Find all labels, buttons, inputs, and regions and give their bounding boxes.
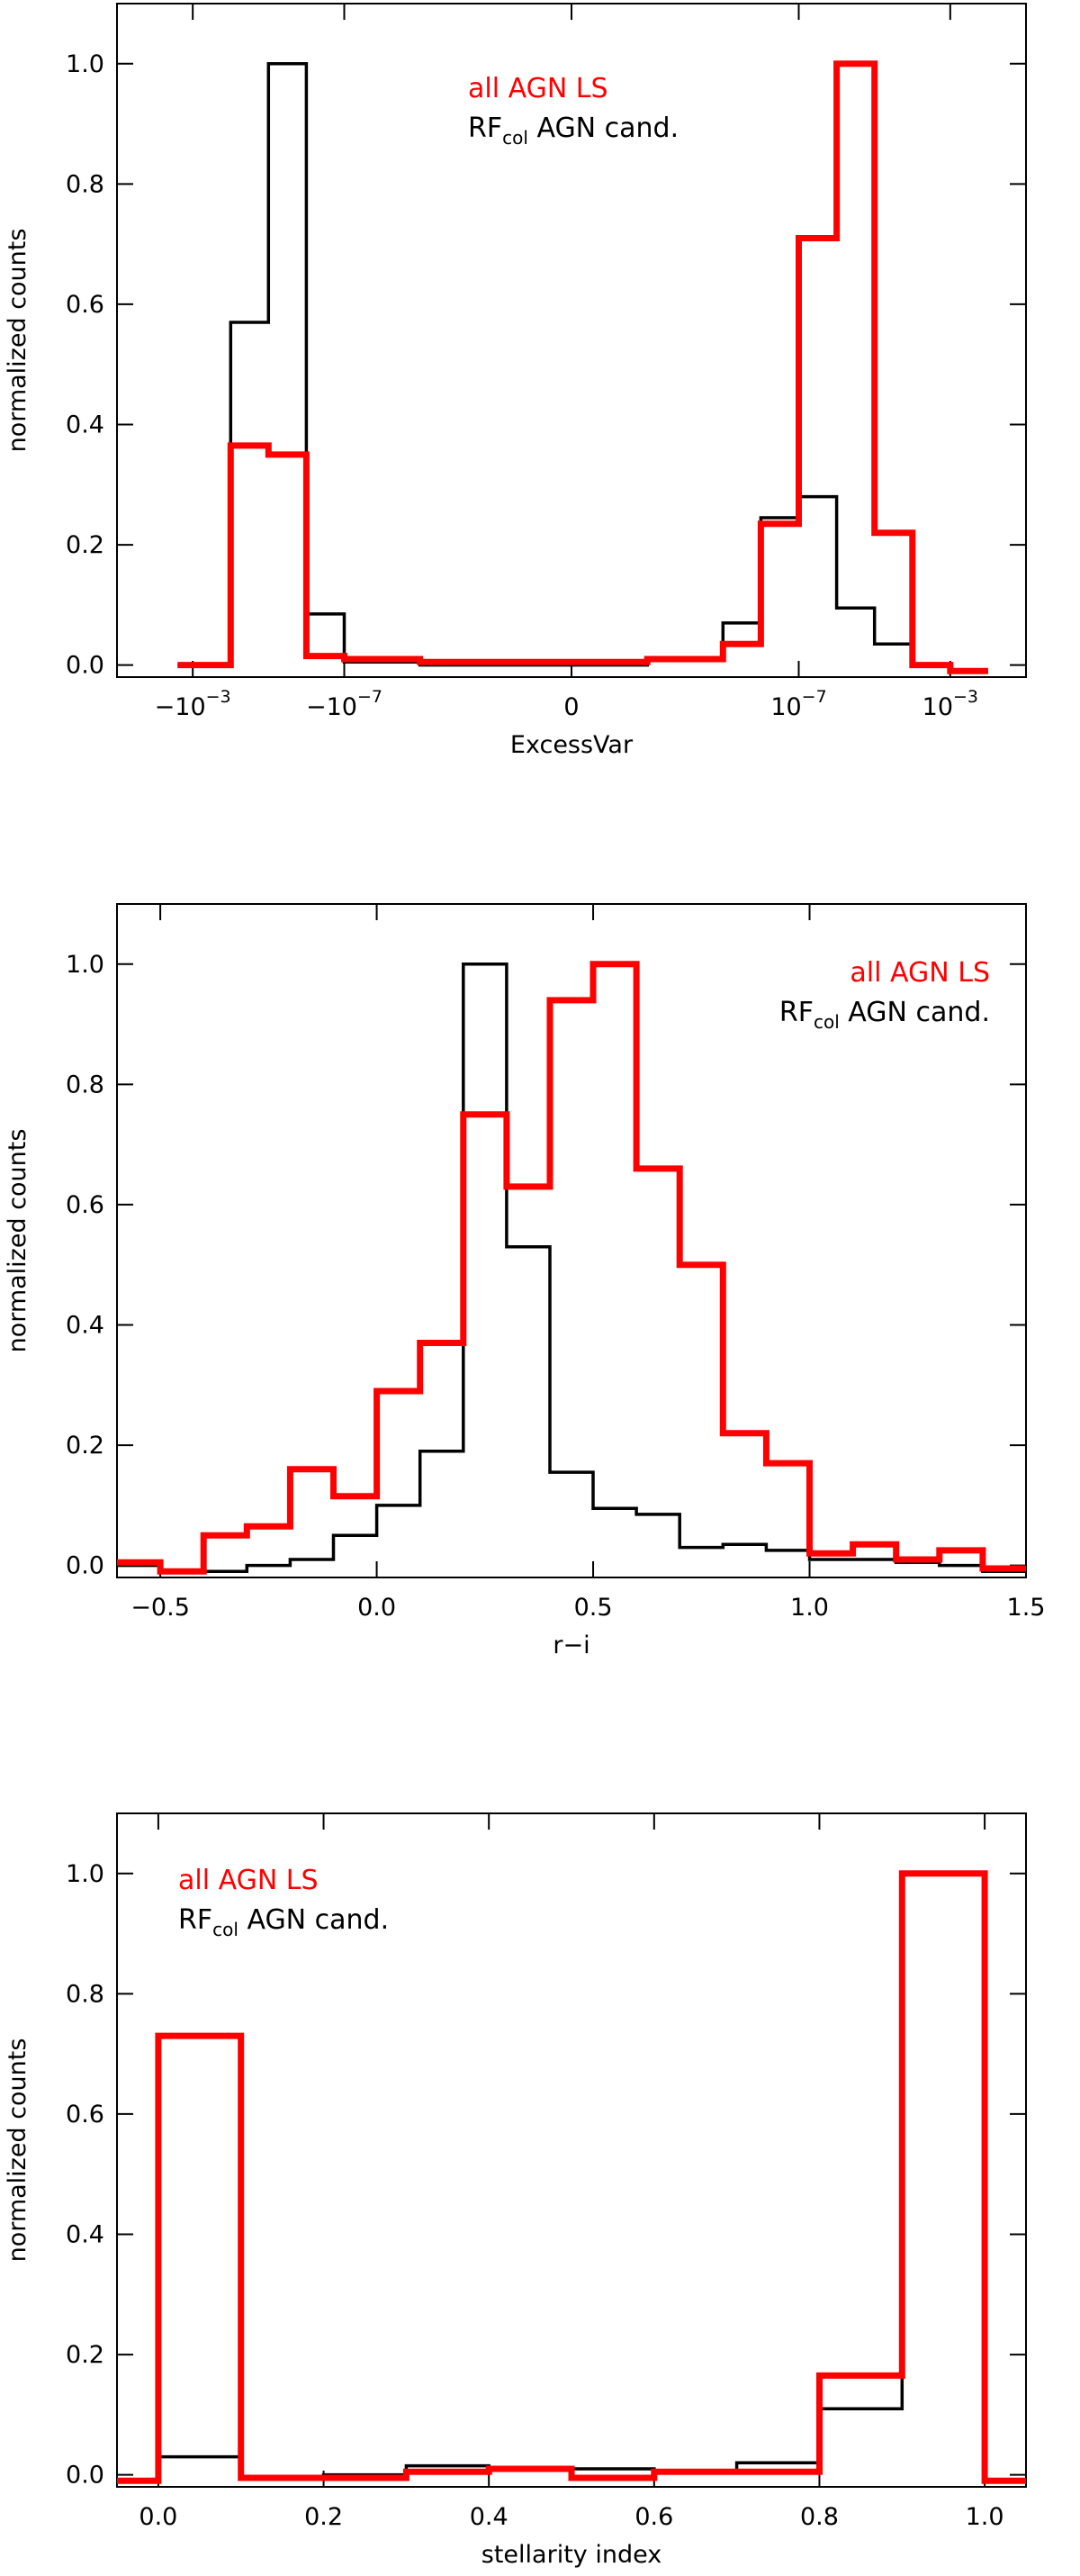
x-tick-label: 0.8 — [800, 2503, 839, 2531]
x-tick-label: −10−3 — [155, 687, 231, 721]
all-agn-ls-histogram — [177, 60, 988, 674]
x-tick-label: 0.5 — [574, 1594, 613, 1622]
stellarity-axes-frame — [116, 1812, 1027, 2488]
legend-entry: RFcol AGN cand. — [178, 1904, 389, 1940]
excessvar-axes-frame — [116, 3, 1027, 678]
y-tick-label: 0.6 — [66, 291, 104, 319]
x-tick-label: 0.4 — [470, 2503, 508, 2531]
rfcol-agn-cand-histogram — [117, 963, 1026, 1574]
rfcol-agn-cand-histogram — [117, 1872, 1026, 2483]
x-tick-label: 0 — [563, 693, 579, 721]
y-tick-label: 0.0 — [66, 1552, 104, 1580]
y-tick-label: 0.6 — [66, 2101, 104, 2129]
r-i-histogram-panel: 0.0 0.2 0.4 0.6 0.8 1.0 −0.5 0.0 0.5 1.0 1.5 r−i nor… — [4, 903, 1046, 1659]
legend-entry: all AGN LS — [178, 1865, 319, 1896]
y-tick-label: 0.0 — [66, 2462, 104, 2490]
x-axis-label: ExcessVar — [510, 731, 634, 759]
x-tick-label: −10−7 — [306, 687, 382, 721]
y-tick-label: 1.0 — [66, 1860, 104, 1888]
y-tick-label: 1.0 — [66, 951, 104, 979]
x-tick-label: 1.0 — [966, 2503, 1004, 2531]
x-tick-label: 1.0 — [790, 1594, 829, 1622]
legend-entry: all AGN LS — [850, 957, 990, 989]
y-tick-label: 0.4 — [66, 1312, 104, 1340]
y-tick-label: 0.8 — [66, 170, 104, 198]
all-agn-ls-histogram — [117, 961, 1026, 1575]
y-tick-label: 0.4 — [66, 2221, 104, 2249]
y-tick-label: 0.2 — [66, 2341, 104, 2369]
y-tick-label: 0.8 — [66, 1071, 104, 1098]
legend-entry: RFcol AGN cand. — [779, 997, 990, 1033]
y-tick-label: 0.2 — [66, 1432, 104, 1460]
x-axis-label: stellarity index — [482, 2541, 662, 2569]
y-axis-label: normalized counts — [4, 229, 32, 453]
y-tick-label: 0.0 — [66, 652, 104, 680]
y-tick-label: 0.2 — [66, 531, 104, 559]
stellarity-histogram-panel: 0.0 0.2 0.4 0.6 0.8 1.0 0.0 0.2 0.4 0.6 0.8 1.0 stel… — [4, 1812, 1027, 2569]
x-tick-label: 10−7 — [770, 687, 826, 721]
excessvar-histogram-panel: 0.0 0.2 0.4 0.6 0.8 1.0 −10−3 −10−7 0 10−7 10−3 Exc… — [4, 3, 1027, 759]
x-tick-label: 10−3 — [922, 687, 978, 721]
y-axis-label: normalized counts — [4, 1129, 32, 1353]
x-tick-label: 0.0 — [139, 2503, 177, 2531]
x-tick-label: 1.5 — [1007, 1594, 1046, 1622]
legend-entry: all AGN LS — [468, 73, 608, 104]
x-tick-label: −0.5 — [130, 1594, 190, 1622]
legend-entry: RFcol AGN cand. — [468, 113, 679, 149]
y-tick-label: 0.8 — [66, 1980, 104, 2008]
x-tick-label: 0.6 — [634, 2503, 673, 2531]
x-tick-label: 0.2 — [304, 2503, 343, 2531]
all-agn-ls-histogram — [117, 1870, 1026, 2484]
rfcol-agn-cand-histogram — [177, 62, 988, 673]
x-axis-label: r−i — [553, 1631, 590, 1659]
y-tick-label: 1.0 — [66, 50, 104, 78]
y-tick-label: 0.6 — [66, 1191, 104, 1219]
y-axis-label: normalized counts — [4, 2038, 32, 2263]
x-tick-label: 0.0 — [357, 1594, 396, 1622]
y-tick-label: 0.4 — [66, 411, 104, 439]
r-i-axes-frame — [116, 903, 1027, 1578]
